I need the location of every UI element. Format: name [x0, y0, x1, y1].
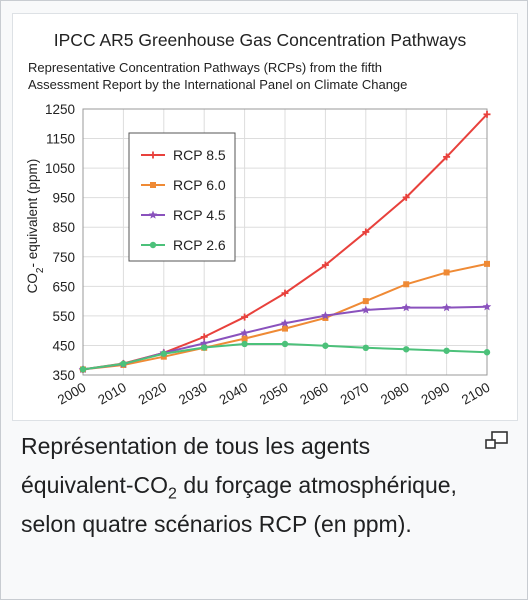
data-point: [443, 153, 451, 161]
chart-image[interactable]: IPCC AR5 Greenhouse Gas Concentration Pa…: [12, 13, 518, 421]
y-tick-label: 350: [52, 368, 75, 383]
data-point: [241, 313, 249, 321]
x-tick-label: 2000: [55, 380, 89, 408]
legend: RCP 8.5 RCP 6.0 RCP 4.5 RCP 2.6: [128, 132, 236, 262]
chart-title: IPCC AR5 Greenhouse Gas Concentration Pa…: [54, 30, 467, 50]
data-point: [362, 344, 369, 352]
x-tick-label: 2020: [136, 380, 170, 408]
y-tick-label: 950: [52, 191, 75, 206]
x-tick-label: 2070: [338, 380, 372, 408]
x-tick-label: 2030: [176, 380, 210, 408]
y-tick-labels: 350 450 550 650 750 850 950 1050 1150 1250: [45, 102, 75, 383]
data-point: [149, 241, 157, 249]
y-tick-label: 1050: [45, 161, 75, 176]
chart-svg: IPCC AR5 Greenhouse Gas Concentration Pa…: [25, 30, 493, 408]
y-axis-label: CO2- equivalent (ppm): [25, 159, 46, 294]
data-point: [199, 338, 209, 348]
y-axis-label-rest: - equivalent (ppm): [25, 159, 40, 268]
data-point: [483, 349, 491, 356]
data-point: [280, 318, 290, 327]
magnify-clip-icon-graphic: [485, 431, 508, 449]
data-point: [442, 303, 451, 312]
data-point: [484, 260, 490, 267]
data-point: [322, 314, 329, 321]
x-tick-label: 2050: [257, 380, 291, 408]
caption-subscript: 2: [168, 485, 177, 503]
data-point: [148, 210, 158, 219]
data-point: [241, 340, 248, 348]
y-tick-label: 450: [52, 338, 75, 353]
x-tick-label: 2060: [297, 380, 331, 408]
data-point: [483, 110, 491, 118]
data-point: [362, 228, 370, 236]
data-point: [149, 151, 157, 159]
data-point: [482, 302, 492, 311]
data-point: [241, 335, 248, 342]
data-point: [401, 303, 411, 312]
caption-text-1: Représentation de tous les agents équiva…: [21, 433, 371, 498]
data-point: [79, 366, 87, 373]
x-tick-label: 2040: [217, 380, 251, 408]
x-tick-label: 2080: [378, 380, 412, 408]
plot-area-border: [82, 108, 488, 376]
data-point: [321, 261, 329, 269]
y-tick-label: 650: [52, 279, 75, 294]
data-point: [361, 305, 371, 314]
y-axis-label-sub: 2: [35, 267, 46, 273]
data-point: [160, 350, 167, 357]
data-point: [443, 347, 450, 354]
series-group: [78, 110, 492, 374]
data-point: [282, 325, 288, 332]
x-tick-labels: 2000 2010 2020 2030 2040 2050 2060 2070 2080 2090…: [55, 380, 493, 408]
data-point: [240, 328, 249, 337]
y-tick-label: 550: [52, 309, 75, 324]
data-point: [362, 298, 369, 305]
chart-subtitle-line-2: Assessment Report by the International P…: [28, 77, 407, 92]
data-point: [281, 289, 289, 297]
data-point: [403, 346, 410, 353]
y-tick-label: 1150: [46, 132, 75, 147]
data-point: [402, 193, 410, 201]
y-axis-label-main: CO: [25, 273, 40, 293]
data-point: [150, 182, 156, 188]
axes: [82, 108, 488, 376]
x-tick-label: 2090: [419, 380, 453, 408]
data-point: [201, 344, 208, 351]
legend-label: RCP 8.5: [173, 147, 226, 163]
data-point: [322, 342, 329, 349]
legend-label: RCP 2.6: [173, 237, 226, 253]
x-tick-label: 2100: [459, 380, 493, 408]
y-tick-label: 750: [52, 250, 75, 265]
data-point: [281, 340, 289, 348]
data-point: [403, 281, 410, 288]
y-tick-label: 850: [52, 220, 75, 235]
y-tick-label: 1250: [45, 102, 75, 117]
data-point: [120, 360, 127, 367]
data-point: [443, 269, 450, 276]
figure-caption: Représentation de tous les agents équiva…: [21, 427, 481, 544]
magnify-clip-icon[interactable]: [483, 430, 511, 452]
x-tick-label: 2010: [95, 380, 129, 408]
caption-text-2: du forçage atmosphérique, selon quatre s…: [21, 472, 457, 537]
chart-subtitle-line-1: Representative Concentration Pathways (R…: [28, 60, 382, 75]
data-point: [321, 311, 330, 320]
legend-label: RCP 4.5: [173, 207, 226, 223]
legend-label: RCP 6.0: [173, 177, 226, 193]
